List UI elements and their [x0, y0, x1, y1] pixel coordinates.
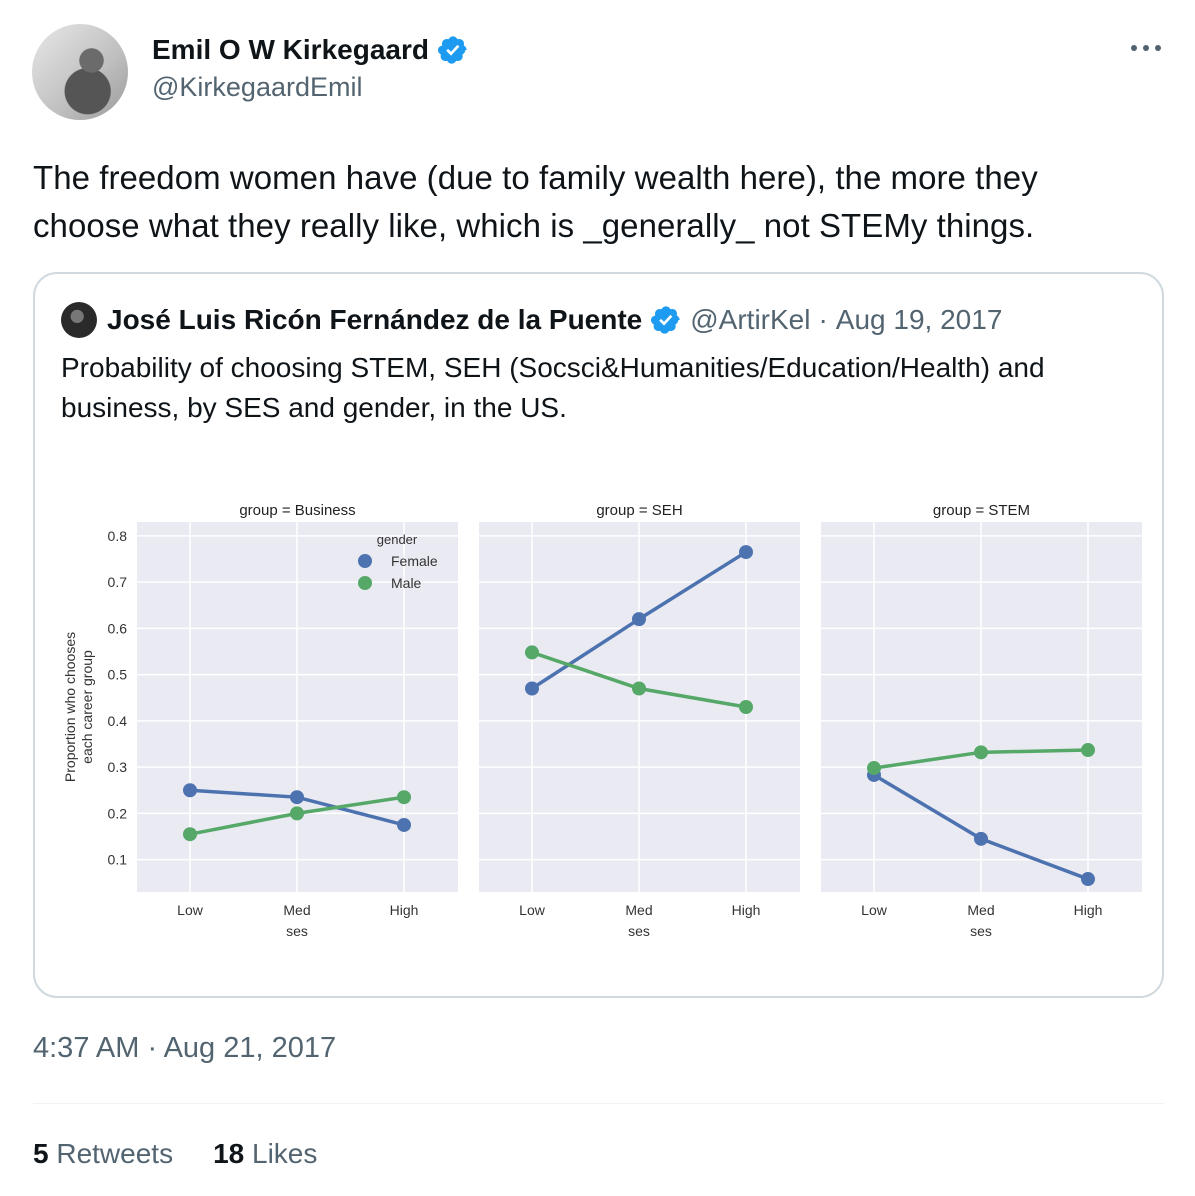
verified-badge-icon	[651, 306, 680, 334]
x-tick-label: Low	[519, 902, 546, 918]
quoted-handle[interactable]: @ArtirKel	[690, 304, 811, 335]
data-point-female	[739, 545, 753, 560]
chart-image[interactable]: group = Business Low Med High ses group = SEH…	[35, 274, 1162, 996]
quoted-date[interactable]: Aug 19, 2017	[835, 304, 1003, 335]
quoted-separator: ·	[818, 304, 828, 335]
quoted-tweet[interactable]: José Luis Ricón Fernández de la Puente @…	[33, 272, 1164, 998]
likes-stat[interactable]: 18 Likes	[213, 1138, 317, 1170]
author-name[interactable]: Emil O W Kirkegaard	[152, 34, 429, 65]
legend-marker-female	[358, 554, 372, 568]
y-axis-label: Proportion who chooseseach career group	[62, 632, 95, 782]
more-options-icon[interactable]	[1131, 36, 1161, 60]
retweets-stat[interactable]: 5 Retweets	[33, 1138, 173, 1170]
retweets-count: 5	[33, 1138, 49, 1169]
data-point-male	[183, 827, 197, 842]
panel-title: group = SEH	[596, 502, 682, 519]
legend-marker-male	[358, 576, 372, 590]
y-tick-label: 0.4	[108, 713, 128, 729]
y-tick-label: 0.7	[108, 574, 128, 590]
data-point-female	[525, 681, 539, 696]
x-tick-label: Med	[283, 902, 310, 918]
x-tick-label: Low	[177, 902, 204, 918]
x-tick-label: High	[1074, 902, 1103, 918]
likes-count: 18	[213, 1138, 245, 1169]
tweet-text: The freedom women have (due to family we…	[33, 159, 1038, 244]
divider	[33, 1103, 1164, 1104]
panel-title: group = STEM	[933, 502, 1030, 519]
quoted-header: José Luis Ricón Fernández de la Puente @…	[61, 300, 1002, 340]
data-point-male	[397, 790, 411, 805]
x-axis-label: ses	[286, 923, 308, 939]
x-tick-label: Med	[967, 902, 994, 918]
y-tick-label: 0.5	[108, 667, 128, 683]
tweet-timestamp[interactable]: 4:37 AM · Aug 21, 2017	[33, 1032, 337, 1064]
y-tick-label: 0.6	[108, 620, 128, 636]
quoted-text: Probability of choosing STEM, SEH (Socsc…	[61, 352, 1045, 423]
retweets-label: Retweets	[56, 1138, 174, 1169]
legend-title: gender	[377, 532, 418, 547]
likes-label: Likes	[252, 1138, 318, 1169]
data-point-female	[974, 831, 988, 846]
y-tick-label: 0.8	[108, 528, 128, 544]
tweet-stats: 5 Retweets 18 Likes	[33, 1138, 317, 1170]
y-tick-label: 0.3	[108, 759, 128, 775]
x-tick-label: High	[732, 902, 761, 918]
data-point-female	[397, 817, 411, 832]
data-point-male	[525, 645, 539, 660]
data-point-male	[739, 700, 753, 714]
x-tick-label: High	[390, 902, 419, 918]
data-point-male	[290, 806, 304, 821]
legend-label-female: Female	[391, 553, 438, 569]
data-point-male	[1081, 743, 1095, 758]
legend-label-male: Male	[391, 575, 422, 591]
author-block: Emil O W Kirkegaard @KirkegaardEmil	[152, 30, 469, 103]
x-axis-label: ses	[970, 923, 992, 939]
data-point-male	[867, 761, 881, 776]
author-avatar[interactable]	[32, 24, 128, 120]
y-tick-label: 0.1	[108, 852, 128, 868]
y-tick-label: 0.2	[108, 805, 128, 821]
panel-title: group = Business	[239, 502, 355, 519]
x-axis-label: ses	[628, 923, 650, 939]
data-point-female	[1081, 872, 1095, 887]
chart-svg: group = Business Low Med High ses group = SEH…	[62, 502, 1142, 939]
quoted-author-name[interactable]: José Luis Ricón Fernández de la Puente	[107, 304, 643, 335]
data-point-female	[183, 783, 197, 798]
data-point-female	[632, 612, 646, 627]
x-tick-label: Med	[625, 902, 652, 918]
data-point-female	[290, 790, 304, 805]
data-point-male	[974, 745, 988, 760]
x-tick-label: Low	[861, 902, 888, 918]
verified-badge-icon	[437, 36, 467, 64]
data-point-male	[632, 681, 646, 696]
quoted-avatar[interactable]	[61, 302, 97, 338]
author-handle[interactable]: @KirkegaardEmil	[152, 72, 363, 102]
